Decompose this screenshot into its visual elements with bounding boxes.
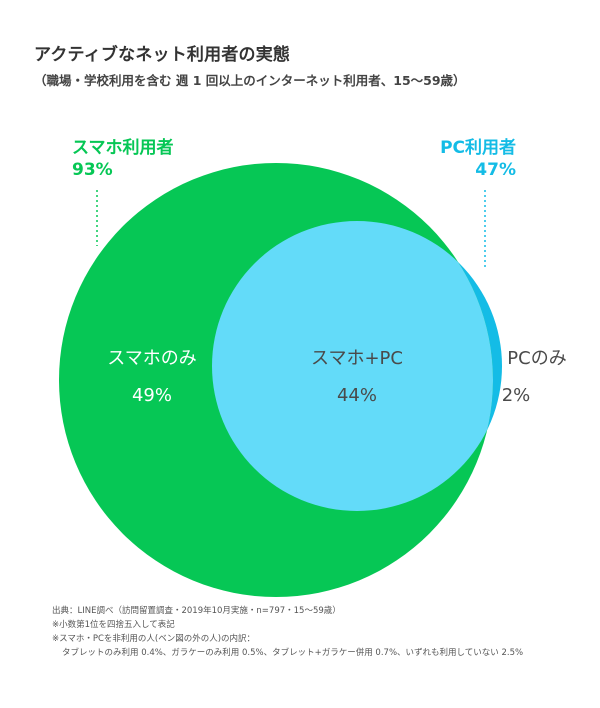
smartphone-users-title: スマホ利用者 bbox=[72, 138, 174, 158]
non-user-note: ※スマホ・PCを非利用の人(ベン図の外の人)の内訳： bbox=[52, 634, 256, 644]
both-label: スマホ+PC bbox=[311, 348, 403, 369]
rounding-note: ※小数第1位を四捨五入して表記 bbox=[52, 620, 175, 630]
pc-users-percent: 47% bbox=[475, 160, 516, 180]
smartphone-users-label: スマホ利用者 93% bbox=[72, 137, 174, 181]
pc-users-label: PC利用者 47% bbox=[440, 137, 516, 181]
smartphone-only-label: スマホのみ bbox=[107, 348, 196, 369]
overlap-region bbox=[212, 221, 493, 511]
source-note: 出典：LINE調べ（訪問留置調査・2019年10月実施・n=797・15〜59歳… bbox=[52, 606, 341, 616]
smartphone-users-percent: 93% bbox=[72, 160, 113, 180]
non-user-breakdown: タブレットのみ利用 0.4%、ガラケーのみ利用 0.5%、タブレット+ガラケー併… bbox=[62, 648, 524, 658]
both-percent: 44% bbox=[337, 385, 377, 406]
pc-only-label: PCのみ bbox=[507, 348, 566, 369]
footnotes: 出典：LINE調べ（訪問留置調査・2019年10月実施・n=797・15〜59歳… bbox=[52, 604, 523, 660]
pc-users-title: PC利用者 bbox=[440, 138, 516, 158]
chart-subtitle: （職場・学校利用を含む 週 1 回以上のインターネット利用者、15〜59歳） bbox=[34, 73, 466, 88]
chart-title: アクティブなネット利用者の実態 bbox=[34, 45, 291, 65]
smartphone-only-percent: 49% bbox=[132, 385, 172, 406]
pc-only-percent: 2% bbox=[502, 385, 531, 406]
